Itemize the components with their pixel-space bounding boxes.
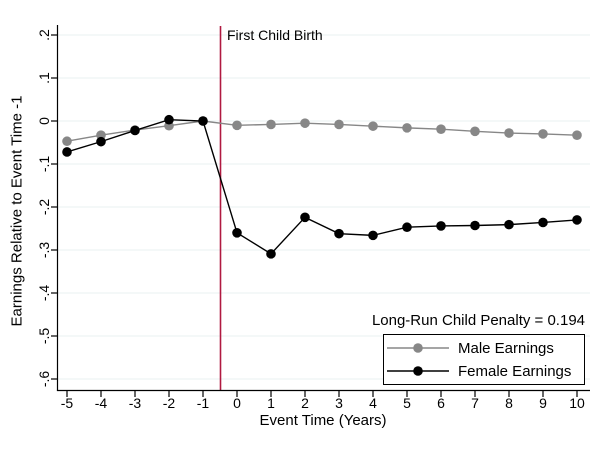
x-axis-title: Event Time (Years) xyxy=(259,412,387,429)
x-tick-label: -4 xyxy=(94,395,108,411)
legend: Male Earnings Female Earnings xyxy=(383,334,585,385)
series-marker xyxy=(334,119,344,130)
series-line xyxy=(66,120,578,142)
series-marker xyxy=(198,116,208,126)
y-tick-label: -.4 xyxy=(36,284,52,302)
legend-row: Male Earnings xyxy=(387,337,578,359)
series-marker xyxy=(232,120,242,131)
series-marker xyxy=(470,220,480,231)
series-marker xyxy=(62,147,72,157)
y-axis-title: Earnings Relative to Event Time -1 xyxy=(8,95,26,327)
x-tick-label: 3 xyxy=(335,395,343,411)
legend-line-marker-icon xyxy=(387,366,449,376)
x-tick-label: 7 xyxy=(471,395,479,411)
series-marker xyxy=(266,119,276,130)
series-marker xyxy=(96,136,106,147)
x-tick-label: 6 xyxy=(437,395,445,411)
legend-line-marker-icon xyxy=(387,343,449,353)
y-tick-label: 0 xyxy=(36,117,52,125)
series-marker xyxy=(130,125,140,136)
x-tick-label: 0 xyxy=(233,395,241,411)
y-tick-label: -.2 xyxy=(36,198,52,216)
series-marker xyxy=(368,121,378,131)
y-tick-label: .2 xyxy=(36,29,52,41)
legend-label: Male Earnings xyxy=(458,339,554,357)
series-marker xyxy=(334,228,344,239)
x-tick-label: -3 xyxy=(128,395,142,411)
x-tick-label: 10 xyxy=(569,395,585,411)
series-marker xyxy=(232,228,242,238)
series-marker xyxy=(436,221,446,231)
x-tick-label: 9 xyxy=(539,395,547,411)
y-tick-label: .1 xyxy=(36,72,52,84)
series-marker xyxy=(470,126,480,137)
series-marker xyxy=(436,124,446,134)
y-tick-label: -.6 xyxy=(36,370,52,388)
x-tick-label: -2 xyxy=(162,395,176,411)
series-line xyxy=(66,119,578,255)
series-marker xyxy=(538,217,548,228)
series-marker xyxy=(62,136,72,147)
x-tick-label: -1 xyxy=(196,395,210,411)
y-tick-label: -.3 xyxy=(36,241,52,259)
x-tick-label: 1 xyxy=(267,395,275,411)
series-marker xyxy=(572,215,582,225)
series-marker xyxy=(164,114,174,125)
x-tick-label: -5 xyxy=(60,395,74,411)
legend-row: Female Earnings xyxy=(387,360,578,382)
y-tick-label: -.1 xyxy=(36,155,52,173)
series-marker xyxy=(402,123,412,133)
series-marker xyxy=(402,222,412,233)
x-tick-label: 5 xyxy=(403,395,411,411)
x-tick-label: 2 xyxy=(301,395,309,411)
x-tick-label: 8 xyxy=(505,395,513,411)
series-marker xyxy=(504,128,514,138)
series-marker xyxy=(538,129,548,139)
legend-label: Female Earnings xyxy=(458,362,572,380)
series-marker xyxy=(504,219,514,230)
series-marker xyxy=(300,212,310,223)
child-penalty-annotation: Long-Run Child Penalty = 0.194 xyxy=(371,312,585,329)
series-marker xyxy=(572,130,582,140)
event-line-label: First Child Birth xyxy=(227,27,323,43)
series-marker xyxy=(266,249,276,259)
series-marker xyxy=(368,230,378,241)
x-tick-label: 4 xyxy=(369,395,377,411)
y-tick-label: -.5 xyxy=(36,327,52,345)
series-marker xyxy=(300,118,310,128)
